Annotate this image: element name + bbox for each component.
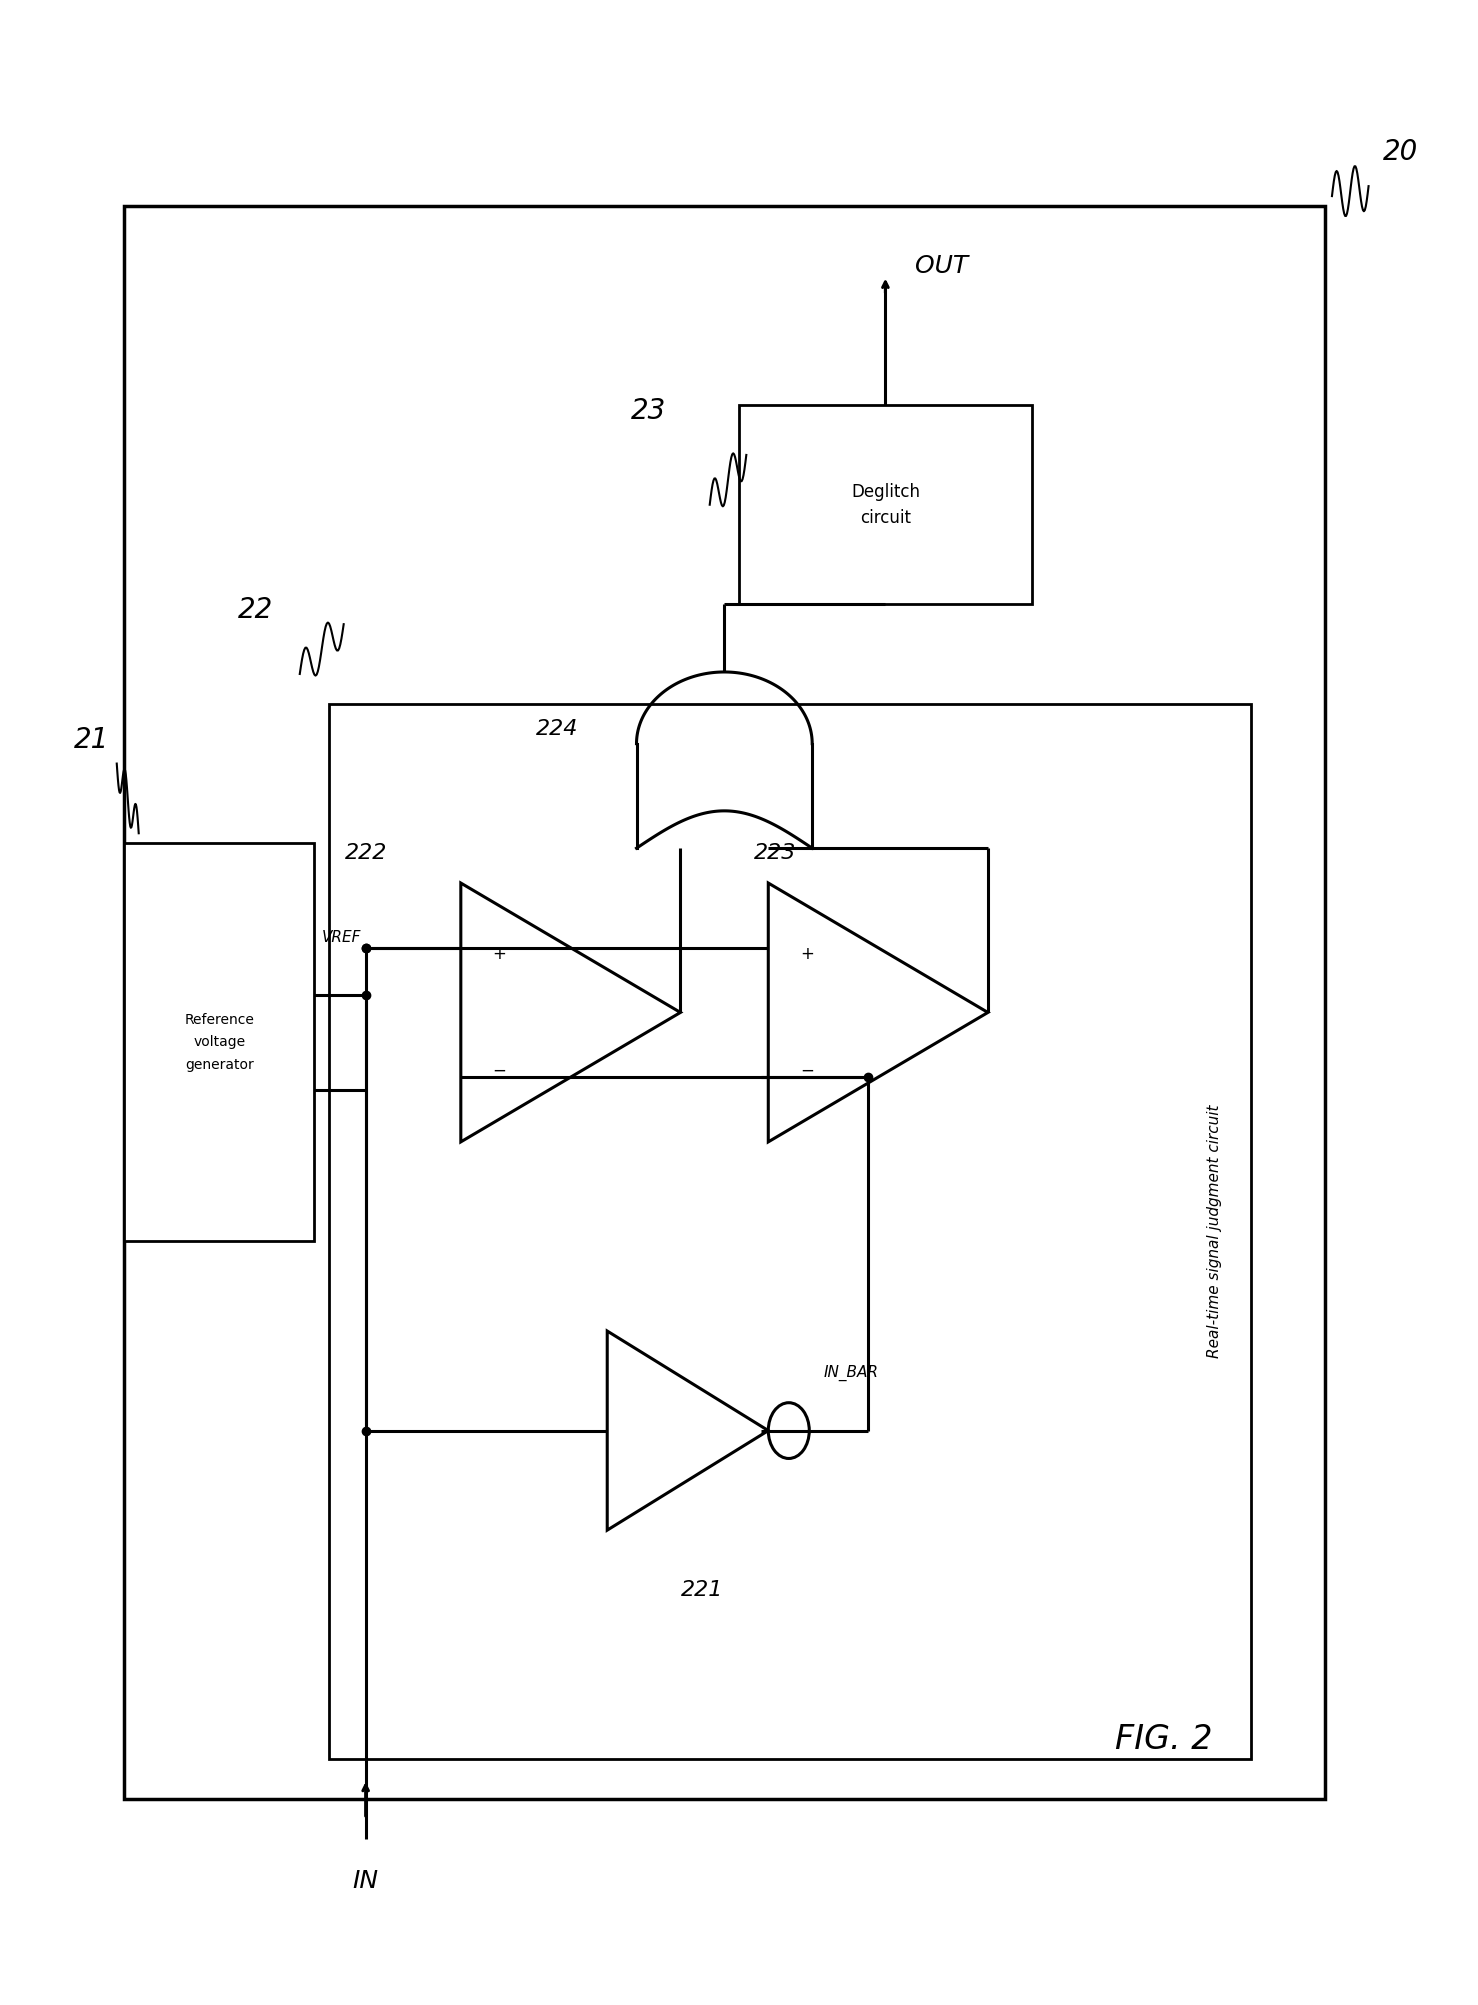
Text: FIG. 2: FIG. 2: [1114, 1722, 1212, 1756]
Text: IN: IN: [353, 1869, 378, 1893]
Text: Deglitch
circuit: Deglitch circuit: [851, 483, 919, 527]
Text: Reference
voltage
generator: Reference voltage generator: [185, 1013, 254, 1073]
Bar: [739, 405, 1032, 604]
Text: 223: 223: [754, 844, 797, 862]
Bar: [124, 844, 315, 1241]
Text: 222: 222: [346, 844, 387, 862]
Text: −: −: [800, 1063, 814, 1081]
Text: Real-time signal judgment circuit: Real-time signal judgment circuit: [1208, 1105, 1222, 1357]
Bar: [124, 207, 1324, 1798]
Text: 224: 224: [535, 718, 578, 738]
Text: VREF: VREF: [322, 930, 361, 944]
Text: 20: 20: [1383, 138, 1419, 166]
Text: +: +: [492, 944, 505, 962]
Text: −: −: [492, 1063, 505, 1081]
Bar: [330, 704, 1252, 1758]
Text: OUT: OUT: [915, 255, 968, 279]
Text: 21: 21: [74, 726, 109, 754]
Text: 221: 221: [681, 1580, 724, 1600]
Text: +: +: [800, 944, 814, 962]
Text: 23: 23: [631, 397, 665, 425]
Text: 22: 22: [238, 595, 273, 624]
Text: IN_BAR: IN_BAR: [823, 1365, 879, 1381]
